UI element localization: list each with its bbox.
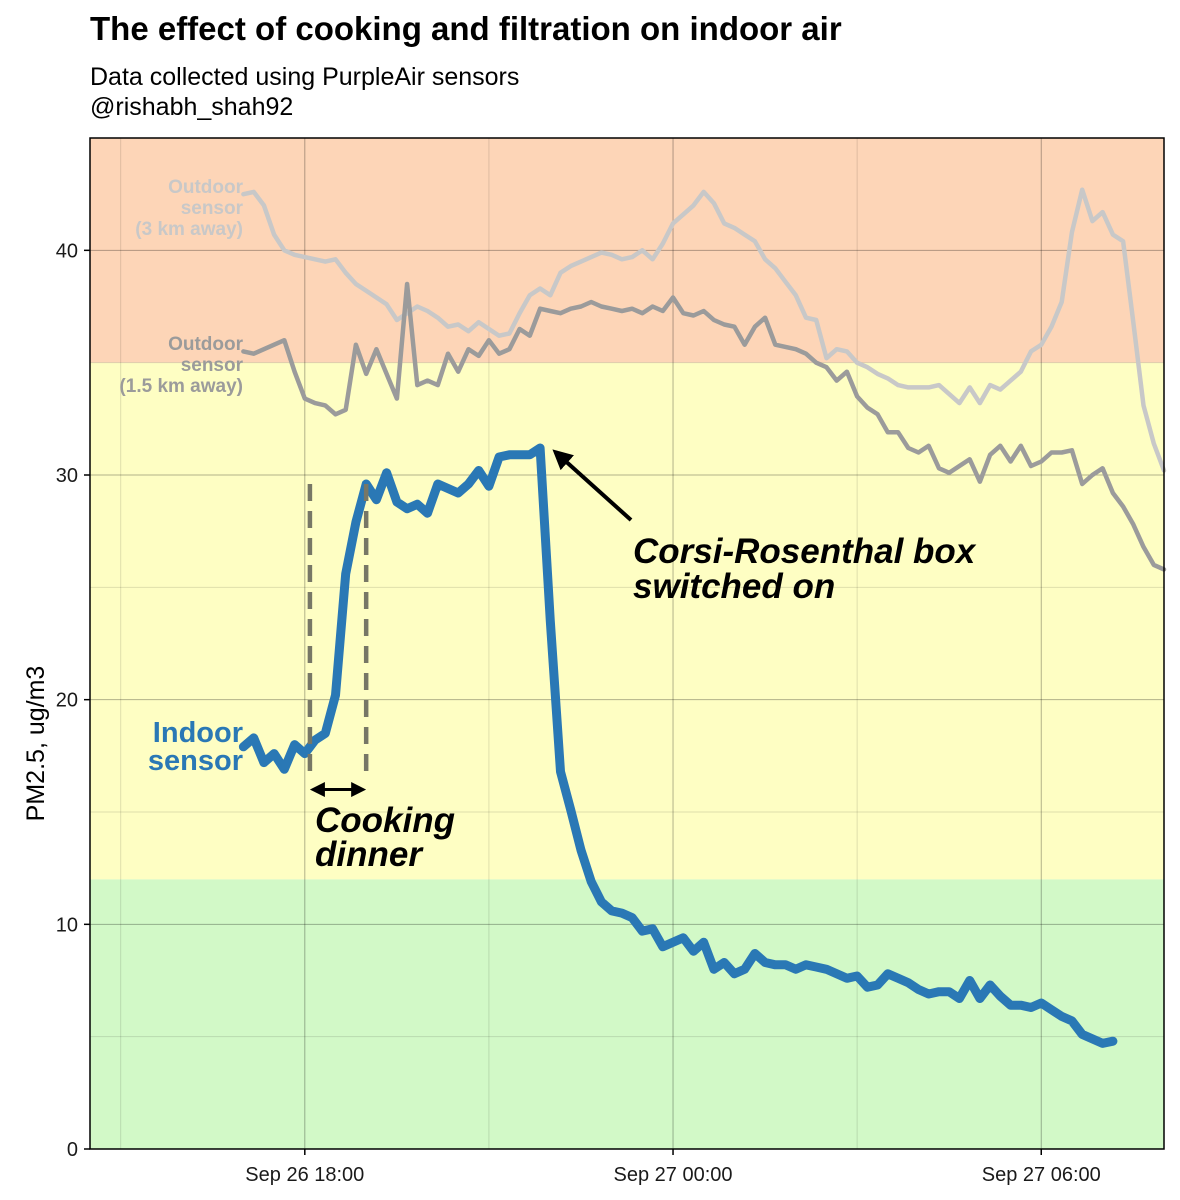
x-tick-label: Sep 27 00:00 (614, 1164, 733, 1186)
aqi-band (90, 879, 1164, 1149)
subtitle-handle: @rishabh_shah92 (90, 93, 294, 121)
cooking-label: Cooking (315, 801, 455, 840)
outdoor-far-line (241, 187, 1167, 473)
plot-frame (89, 137, 1165, 1150)
data-series (238, 187, 1167, 1048)
y-axis-label: PM2.5, ug/m3 (22, 666, 50, 822)
series-label: sensor (181, 198, 244, 219)
series-label: Outdoor (168, 334, 244, 355)
y-tick-label: 10 (56, 914, 78, 936)
y-tick-label: 30 (56, 465, 78, 487)
aqi-bands (90, 138, 1164, 1149)
subtitle-source: Data collected using PurpleAir sensors (90, 63, 520, 91)
aqi-band (90, 362, 1164, 880)
chart-subtitle: Data collected using PurpleAir sensors @… (90, 62, 519, 122)
box-on-arrow (552, 449, 633, 522)
cooking-label: dinner (315, 835, 424, 874)
chart-title: The effect of cooking and filtration on … (90, 10, 842, 47)
series-label: (1.5 km away) (119, 376, 243, 397)
aqi-band (90, 138, 1164, 363)
outdoor-near-line (241, 281, 1167, 572)
x-tick-label: Sep 26 18:00 (245, 1164, 364, 1186)
x-tick-label: Sep 27 06:00 (982, 1164, 1101, 1186)
axes: 0 10 20 30 40 Sep 26 18:00 Sep 27 00:00 Sep 27 … (22, 137, 1165, 1186)
series-label: Outdoor (168, 177, 244, 198)
series-label: Indoor (153, 717, 243, 749)
y-tick-label: 20 (56, 690, 78, 712)
y-tick-label: 0 (67, 1139, 78, 1161)
series-label: sensor (148, 745, 243, 777)
series-label: sensor (181, 355, 244, 376)
indoor-line (238, 443, 1118, 1048)
box-on-label: switched on (633, 567, 835, 606)
y-tick-label: 40 (56, 240, 78, 262)
series-label: (3 km away) (135, 219, 243, 240)
box-on-label: Corsi-Rosenthal box (633, 532, 977, 571)
